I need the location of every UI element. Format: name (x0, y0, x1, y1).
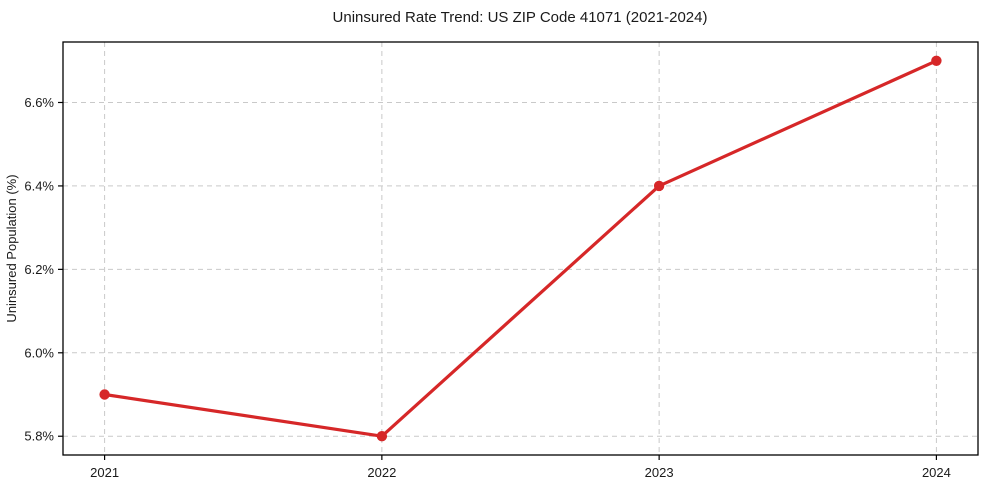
x-tick-label: 2024 (922, 465, 951, 480)
x-tick-label: 2022 (367, 465, 396, 480)
x-tick-label: 2021 (90, 465, 119, 480)
x-tick-label: 2023 (645, 465, 674, 480)
y-tick-label: 6.0% (24, 345, 54, 360)
chart-title: Uninsured Rate Trend: US ZIP Code 41071 … (333, 9, 708, 26)
y-tick-label: 6.4% (24, 178, 54, 193)
y-axis-label: Uninsured Population (%) (4, 174, 19, 322)
y-tick-label: 6.2% (24, 262, 54, 277)
data-point-2022 (376, 431, 388, 442)
plot-area: 5.8% 6.0% 6.2% 6.4% 6.6% 2021 2022 2023 2024 (24, 41, 979, 480)
data-point-2023 (653, 180, 665, 192)
y-tick-label: 6.6% (24, 95, 54, 110)
y-tick-label: 5.8% (24, 429, 54, 444)
data-point-2024 (931, 55, 942, 66)
trend-line (103, 59, 938, 438)
data-point-2021 (99, 389, 110, 400)
axes-box (62, 41, 979, 456)
